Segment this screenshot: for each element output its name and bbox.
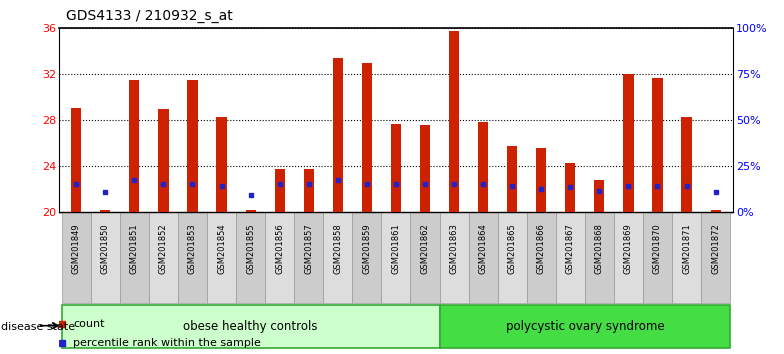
FancyBboxPatch shape — [62, 212, 91, 303]
FancyBboxPatch shape — [91, 212, 120, 303]
Bar — [216, 117, 227, 212]
Bar — [245, 210, 256, 212]
FancyBboxPatch shape — [614, 212, 643, 303]
FancyBboxPatch shape — [469, 212, 498, 303]
FancyBboxPatch shape — [498, 212, 527, 303]
Text: GSM201865: GSM201865 — [508, 223, 517, 274]
Bar — [449, 31, 459, 212]
Bar — [391, 124, 401, 212]
Bar — [681, 117, 691, 212]
Bar — [158, 109, 169, 212]
FancyBboxPatch shape — [149, 212, 178, 303]
FancyBboxPatch shape — [381, 212, 411, 303]
Text: GSM201853: GSM201853 — [188, 223, 197, 274]
Text: GSM201854: GSM201854 — [217, 223, 226, 274]
Text: GSM201858: GSM201858 — [333, 223, 343, 274]
Text: GSM201863: GSM201863 — [449, 223, 459, 274]
Text: GSM201868: GSM201868 — [595, 223, 604, 274]
Text: GSM201862: GSM201862 — [420, 223, 430, 274]
Bar — [565, 163, 575, 212]
FancyBboxPatch shape — [207, 212, 236, 303]
Text: GSM201851: GSM201851 — [130, 223, 139, 274]
FancyBboxPatch shape — [672, 212, 701, 303]
FancyBboxPatch shape — [440, 212, 469, 303]
Text: GSM201867: GSM201867 — [566, 223, 575, 274]
FancyBboxPatch shape — [178, 212, 207, 303]
Text: disease state: disease state — [1, 322, 75, 332]
FancyBboxPatch shape — [323, 212, 352, 303]
Text: GSM201850: GSM201850 — [101, 223, 110, 274]
FancyBboxPatch shape — [236, 212, 265, 303]
Bar — [710, 210, 720, 212]
FancyBboxPatch shape — [265, 212, 294, 303]
FancyBboxPatch shape — [294, 212, 323, 303]
Text: count: count — [73, 319, 104, 329]
Text: GSM201859: GSM201859 — [362, 223, 372, 274]
Text: obese healthy controls: obese healthy controls — [183, 320, 318, 333]
Bar — [303, 169, 314, 212]
Text: GDS4133 / 210932_s_at: GDS4133 / 210932_s_at — [66, 9, 232, 23]
Bar — [536, 148, 546, 212]
FancyBboxPatch shape — [585, 212, 614, 303]
Bar — [71, 108, 82, 212]
FancyBboxPatch shape — [411, 212, 440, 303]
Text: GSM201871: GSM201871 — [682, 223, 691, 274]
Bar — [478, 121, 488, 212]
Bar — [332, 58, 343, 212]
Text: GSM201857: GSM201857 — [304, 223, 314, 274]
Bar — [361, 63, 372, 212]
Text: GSM201855: GSM201855 — [246, 223, 255, 274]
Bar — [274, 169, 285, 212]
Text: GSM201861: GSM201861 — [391, 223, 401, 274]
Bar — [623, 74, 633, 212]
Text: GSM201856: GSM201856 — [275, 223, 284, 274]
Text: GSM201866: GSM201866 — [537, 223, 546, 274]
FancyBboxPatch shape — [556, 212, 585, 303]
Bar — [420, 125, 430, 212]
Text: GSM201872: GSM201872 — [711, 223, 720, 274]
Bar — [594, 180, 604, 212]
Text: polycystic ovary syndrome: polycystic ovary syndrome — [506, 320, 664, 333]
FancyBboxPatch shape — [701, 212, 730, 303]
Bar — [100, 210, 111, 212]
Text: GSM201869: GSM201869 — [624, 223, 633, 274]
FancyBboxPatch shape — [643, 212, 672, 303]
FancyBboxPatch shape — [527, 212, 556, 303]
Text: GSM201870: GSM201870 — [653, 223, 662, 274]
Bar — [187, 80, 198, 212]
Bar — [507, 146, 517, 212]
FancyBboxPatch shape — [352, 212, 381, 303]
Bar — [129, 80, 140, 212]
Bar — [652, 78, 662, 212]
Text: GSM201849: GSM201849 — [72, 223, 81, 274]
FancyBboxPatch shape — [120, 212, 149, 303]
Text: GSM201864: GSM201864 — [478, 223, 488, 274]
Text: GSM201852: GSM201852 — [159, 223, 168, 274]
FancyBboxPatch shape — [62, 305, 440, 348]
FancyBboxPatch shape — [440, 305, 730, 348]
Text: percentile rank within the sample: percentile rank within the sample — [73, 338, 261, 348]
